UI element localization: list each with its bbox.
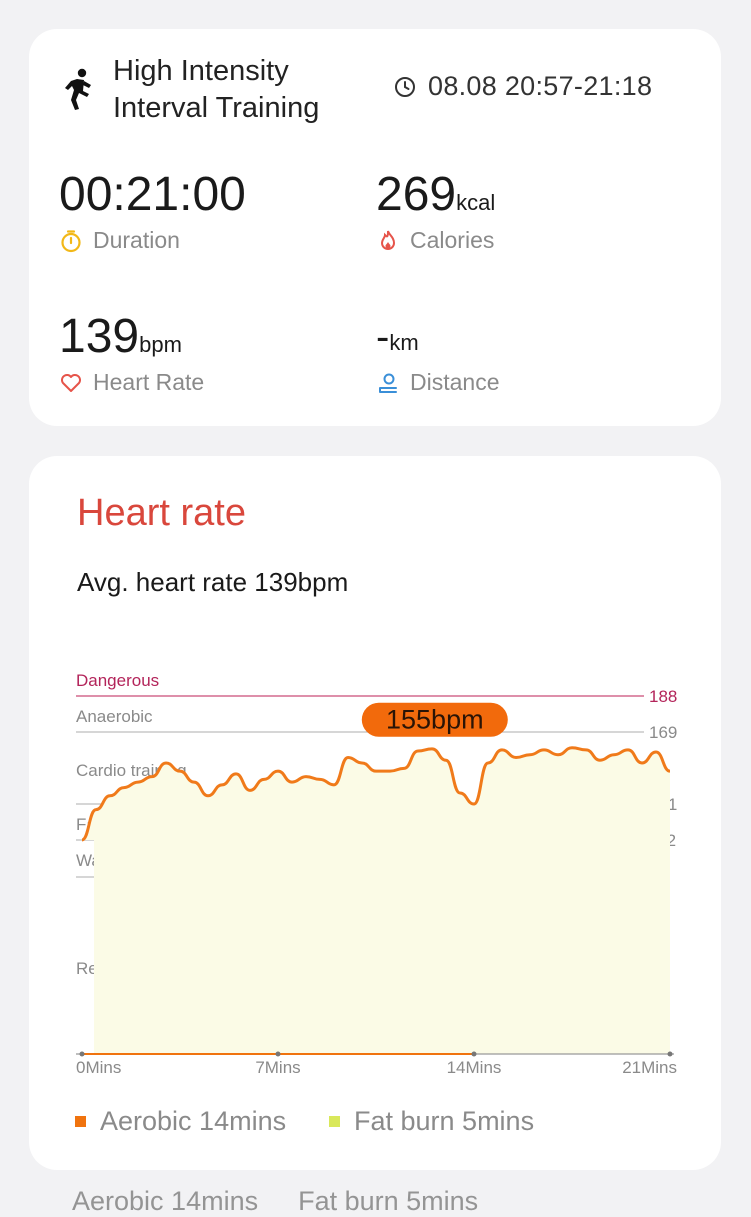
heart-rate-section-title: Heart rate [77,492,246,534]
legend-fat-burn-swatch [329,1116,340,1127]
distance-label: Distance [410,369,500,395]
next-card-preview: Aerobic 14mins Fat burn 5mins [72,1186,478,1217]
workout-time: 08.08 20:57-21:18 [394,71,652,102]
legend-aerobic-swatch [75,1116,86,1127]
legend-fat-burn: Fat burn 5mins [329,1106,534,1137]
clock-icon [395,76,415,97]
peak-label: 155bpm [386,705,484,735]
next-card-fat-burn: Fat burn 5mins [298,1186,479,1216]
workout-summary-card: High Intensity Interval Training 08.08 2… [29,29,721,426]
flame-icon [380,230,396,250]
zone-label-dangerous: Dangerous [76,671,159,690]
x-tick-label-14: 14Mins [447,1058,502,1077]
zone-label-anaerobic: Anaerobic [76,707,153,726]
duration-metric: 00:21:00 Duration [59,169,246,254]
location-pin-icon [379,373,397,393]
heart-rate-unit: bpm [139,332,182,357]
x-tick-dot-0 [79,1051,85,1057]
duration-label: Duration [93,227,180,253]
heart-rate-line [81,746,671,842]
stopwatch-icon [61,229,81,252]
calories-label: Calories [410,227,495,253]
workout-time-text: 08.08 20:57-21:18 [428,71,653,101]
workout-title-line2: Interval Training [113,92,320,124]
heart-icon [61,373,81,392]
heart-rate-card: Heart rate Avg. heart rate 139bpm Danger… [29,456,721,1170]
calories-metric: 269kcal Calories [376,169,495,254]
workout-title-line1: High Intensity [113,55,289,87]
heart-rate-metric: 139bpm Heart Rate [59,311,204,396]
peak-bubble [361,702,508,737]
calories-unit: kcal [456,190,496,215]
x-tick-label-0: 0Mins [76,1058,121,1077]
heart-rate-area [82,747,670,1054]
distance-metric: -km Distance [376,311,499,396]
x-tick-dot-21 [667,1051,673,1057]
workout-title: High Intensity Interval Training [113,53,373,127]
x-tick-dot-7 [275,1051,281,1057]
legend-aerobic: Aerobic 14mins [75,1106,286,1137]
heart-rate-value: 139 [59,310,140,363]
y-tick-label-188: 188 [649,687,677,706]
avg-heart-rate-text: Avg. heart rate 139bpm [77,567,349,597]
heart-rate-label: Heart Rate [93,369,205,395]
calories-value: 269 [376,168,457,221]
distance-unit: km [389,330,419,355]
next-card-aerobic: Aerobic 14mins [72,1186,259,1216]
y-tick-label-169: 169 [649,723,677,742]
running-person-icon [65,68,91,110]
x-tick-label-21: 21Mins [622,1058,677,1077]
duration-value: 00:21:00 [59,168,246,221]
legend-aerobic-label: Aerobic 14mins [100,1106,287,1136]
legend-fat-burn-label: Fat burn 5mins [354,1106,535,1136]
distance-value: - [376,315,390,359]
x-tick-label-7: 7Mins [255,1058,300,1077]
x-tick-dot-14 [471,1051,477,1057]
